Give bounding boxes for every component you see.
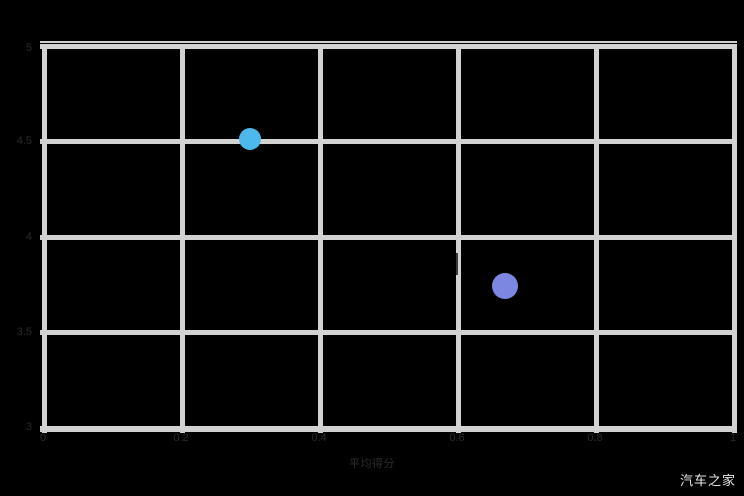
x-tick-label-0-2: 0.2 (173, 432, 189, 444)
data-point-2[interactable] (492, 273, 518, 299)
frame-line-top (40, 41, 737, 43)
y-tick-label-5: 5 (25, 42, 32, 54)
watermark-logo: 汽车之家 (679, 474, 736, 489)
y-tick-label-4-5: 4.5 (16, 135, 32, 147)
x-tick-label-0-4: 0.4 (311, 432, 327, 444)
gridline-horizontal-4-5 (40, 139, 737, 144)
x-tick-label-1: 1 (729, 432, 737, 444)
plot-area (40, 41, 737, 433)
y-tick-label-4: 4 (25, 231, 32, 243)
y-tick-label-3: 3 (25, 421, 32, 433)
gridline-horizontal-5 (40, 44, 737, 49)
gridline-horizontal-3-5 (40, 330, 737, 335)
y-tick-label-3-5: 3.5 (16, 326, 32, 338)
gridline-horizontal-4 (40, 235, 737, 240)
annotation-tick-marker (456, 253, 458, 275)
frame-line-bottom (40, 430, 737, 432)
x-tick-label-0: 0 (39, 432, 47, 444)
x-tick-label-0-8: 0.8 (587, 432, 603, 444)
x-tick-label-0-6: 0.6 (449, 432, 465, 444)
x-axis-title: 平均得分 (349, 458, 395, 470)
gridline-horizontal-3 (40, 426, 737, 431)
data-point-1[interactable] (239, 128, 261, 150)
